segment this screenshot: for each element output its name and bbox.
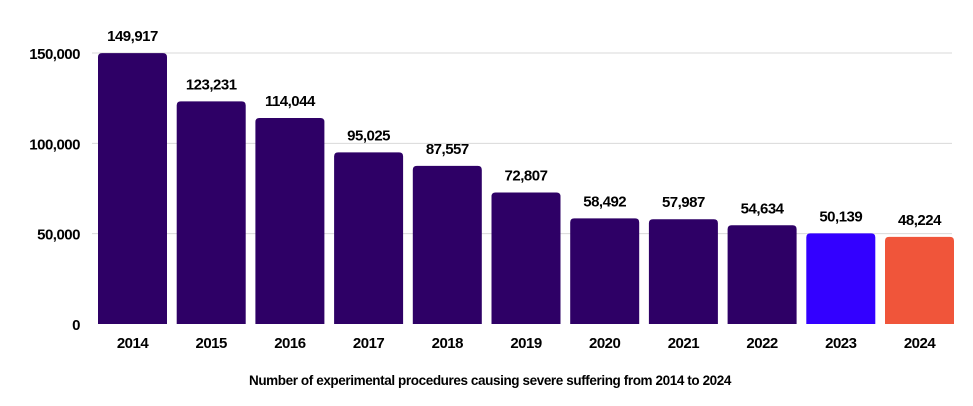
- value-label: 58,492: [583, 193, 626, 210]
- value-label: 87,557: [426, 141, 469, 158]
- value-label: 50,139: [819, 208, 862, 225]
- x-tick-label: 2019: [510, 335, 542, 352]
- value-labels: 149,917 123,231 114,044 95,025 87,557 72,807 5…: [107, 28, 942, 229]
- bars: [98, 53, 954, 324]
- bar-2015: [176, 101, 246, 324]
- value-label: 114,044: [265, 93, 316, 110]
- y-tick-label: 50,000: [37, 227, 80, 244]
- bar-2022: [727, 225, 797, 324]
- y-tick-label: 0: [72, 317, 80, 334]
- y-tick-label: 100,000: [29, 136, 80, 153]
- x-tick-label: 2018: [432, 335, 464, 352]
- x-tick-label: 2016: [274, 335, 306, 352]
- bar-2023: [806, 233, 876, 324]
- bar-2014: [98, 53, 167, 324]
- x-tick-label: 2021: [668, 335, 700, 352]
- y-tick-label: 150,000: [29, 46, 80, 63]
- bar-2016: [255, 117, 325, 324]
- y-axis-ticks: 0 50,000 100,000 150,000: [29, 46, 80, 334]
- bar-2018: [412, 165, 482, 324]
- x-tick-label: 2020: [589, 335, 621, 352]
- bar-2021: [648, 219, 718, 324]
- x-tick-label: 2024: [904, 335, 937, 352]
- value-label: 123,231: [186, 76, 237, 93]
- value-label: 95,025: [347, 127, 390, 144]
- value-label: 54,634: [741, 200, 785, 217]
- x-axis-title: Number of experimental procedures causin…: [249, 373, 732, 388]
- value-label: 48,224: [898, 212, 942, 229]
- x-tick-label: 2022: [746, 335, 778, 352]
- value-label: 72,807: [505, 167, 548, 184]
- value-label: 149,917: [107, 28, 158, 45]
- x-tick-label: 2017: [353, 335, 385, 352]
- bar-2024: [885, 236, 954, 324]
- bar-2019: [491, 192, 561, 324]
- bar-2020: [570, 218, 640, 324]
- bar-2017: [334, 152, 404, 324]
- x-axis-labels: 2014 2015 2016 2017 2018 2019 2020 2021 2022 2023…: [117, 335, 937, 352]
- x-tick-label: 2014: [117, 335, 150, 352]
- x-tick-label: 2015: [196, 335, 228, 352]
- x-tick-label: 2023: [825, 335, 857, 352]
- value-label: 57,987: [662, 194, 705, 211]
